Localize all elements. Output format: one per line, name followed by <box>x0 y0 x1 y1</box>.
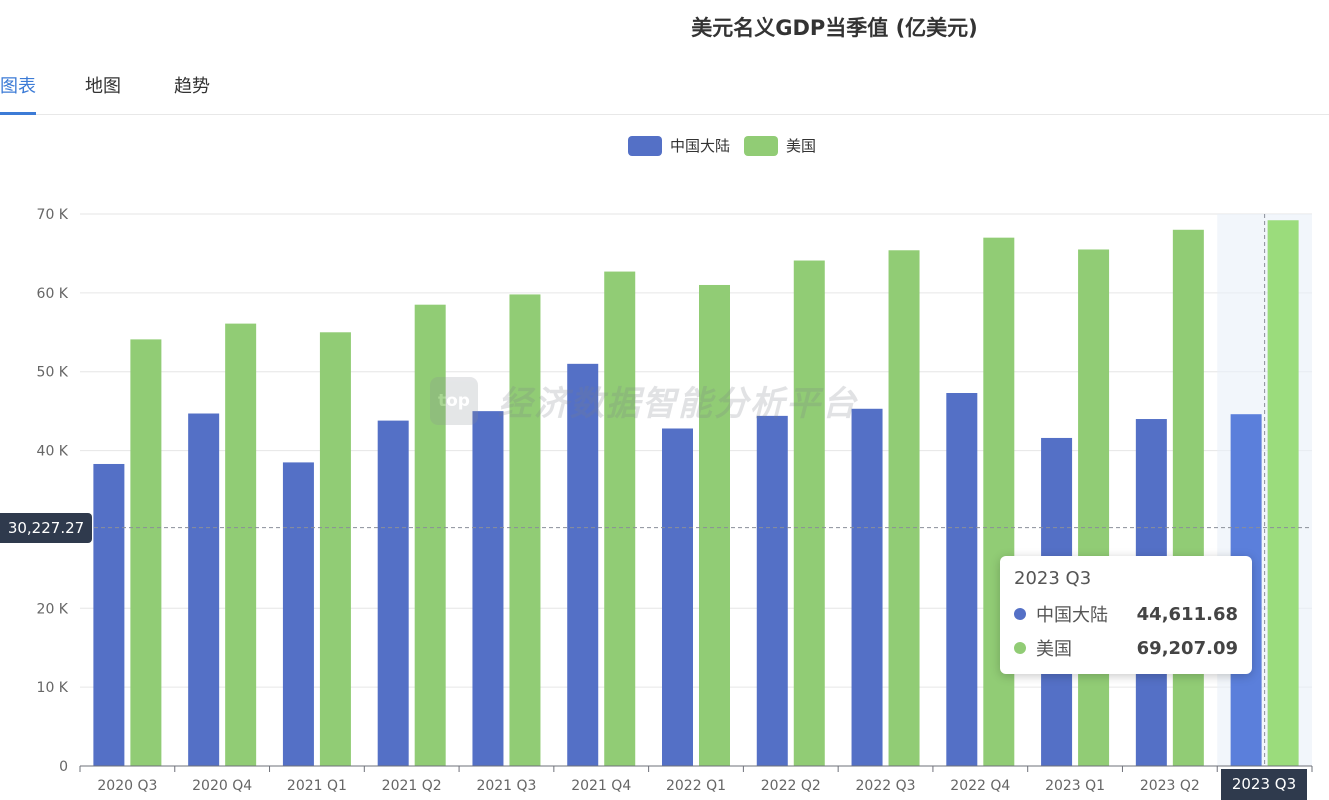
chart-title: 美元名义GDP当季值 (亿美元) <box>691 16 978 40</box>
tooltip-dot-china <box>1014 608 1026 620</box>
bar-china-0 <box>93 463 125 766</box>
tab-chart[interactable]: 图表 <box>0 76 36 97</box>
bar-usa-12 <box>1267 220 1299 766</box>
tooltip-name-china: 中国大陆 <box>1036 605 1108 626</box>
x-tick-label-8: 2022 Q3 <box>856 778 916 794</box>
legend-swatch-china <box>628 135 662 156</box>
bar-china-9 <box>946 393 978 766</box>
bar-china-4 <box>472 411 504 766</box>
x-tick-label-2: 2021 Q1 <box>287 778 347 794</box>
bar-usa-2 <box>319 332 351 766</box>
y-tick-label-3: 40 K <box>37 444 69 460</box>
tooltip-row-china: 中国大陆 44,611.68 <box>1014 597 1238 631</box>
bar-china-7 <box>756 415 788 766</box>
legend-item-china[interactable]: 中国大陆 <box>628 135 730 156</box>
bar-china-2 <box>282 462 314 766</box>
x-tick-label-11: 2023 Q2 <box>1140 778 1200 794</box>
y-tick-label-1: 10 K <box>37 680 69 696</box>
y-tick-label-2: 20 K <box>37 601 69 617</box>
x-tick-label-5: 2021 Q4 <box>571 778 631 794</box>
x-tick-label-9: 2022 Q4 <box>950 778 1010 794</box>
x-tick-label-3: 2021 Q2 <box>382 778 442 794</box>
x-tick-label-7: 2022 Q2 <box>761 778 821 794</box>
x-axis-pointer-label: 2023 Q3 <box>1221 769 1307 800</box>
bar-usa-5 <box>604 271 636 766</box>
bar-usa-10 <box>1078 249 1110 766</box>
bar-usa-11 <box>1172 229 1204 766</box>
bar-usa-0 <box>130 339 162 766</box>
bar-usa-8 <box>888 250 920 766</box>
tooltip-name-usa: 美国 <box>1036 639 1072 660</box>
tab-map[interactable]: 地图 <box>85 76 121 97</box>
bar-usa-4 <box>509 294 541 766</box>
tooltip-row-usa: 美国 69,207.09 <box>1014 631 1238 665</box>
y-axis-pointer-label: 30,227.27 <box>0 513 92 543</box>
x-tick-label-4: 2021 Q3 <box>476 778 536 794</box>
active-tab-indicator <box>0 112 36 115</box>
y-tick-label-4: 50 K <box>37 365 69 381</box>
bar-usa-7 <box>793 260 825 766</box>
tooltip-dot-usa <box>1014 642 1026 654</box>
y-tick-label-6: 70 K <box>37 207 69 223</box>
tooltip-value-usa: 69,207.09 <box>1136 637 1238 659</box>
y-tick-label-0: 0 <box>59 759 68 775</box>
bar-usa-3 <box>414 304 446 766</box>
x-tick-label-6: 2022 Q1 <box>666 778 726 794</box>
tab-trend[interactable]: 趋势 <box>174 76 210 97</box>
x-tick-label-1: 2020 Q4 <box>192 778 252 794</box>
legend-label-china: 中国大陆 <box>670 137 731 155</box>
legend-swatch-usa <box>744 135 779 156</box>
x-tick-label-0: 2020 Q3 <box>97 778 157 794</box>
bar-usa-6 <box>699 284 730 766</box>
bar-usa-1 <box>225 323 257 766</box>
bar-china-6 <box>662 428 693 766</box>
chart-legend: 中国大陆 美国 <box>628 135 816 156</box>
view-tabs: 图表 地图 趋势 <box>0 62 1329 115</box>
bar-china-8 <box>851 408 883 766</box>
bar-china-5 <box>567 363 599 766</box>
legend-label-usa: 美国 <box>786 137 817 155</box>
chart-tooltip: 2023 Q3 中国大陆 44,611.68 美国 69,207.09 <box>1000 556 1252 674</box>
legend-item-usa[interactable]: 美国 <box>744 135 816 156</box>
tooltip-title: 2023 Q3 <box>1014 568 1092 589</box>
x-tick-label-10: 2023 Q1 <box>1045 778 1105 794</box>
bar-china-1 <box>188 413 220 766</box>
tooltip-value-china: 44,611.68 <box>1136 603 1238 625</box>
y-tick-label-5: 60 K <box>37 286 69 302</box>
bar-usa-9 <box>983 237 1015 766</box>
bar-china-3 <box>377 420 409 766</box>
